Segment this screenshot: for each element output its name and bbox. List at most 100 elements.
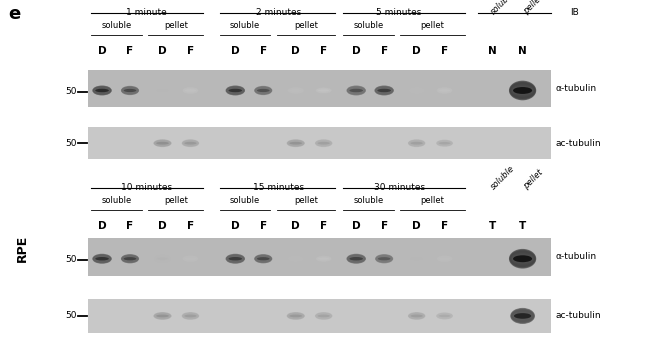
Ellipse shape — [510, 252, 535, 266]
Ellipse shape — [437, 256, 452, 261]
Text: T: T — [519, 221, 526, 231]
Ellipse shape — [183, 313, 198, 319]
Ellipse shape — [288, 141, 304, 146]
Ellipse shape — [94, 87, 111, 94]
Ellipse shape — [513, 255, 532, 262]
Ellipse shape — [288, 87, 304, 93]
Ellipse shape — [255, 88, 271, 93]
Text: D: D — [158, 221, 167, 231]
Ellipse shape — [287, 87, 304, 94]
Text: D: D — [352, 221, 361, 231]
Ellipse shape — [347, 255, 365, 263]
Ellipse shape — [226, 254, 245, 264]
Ellipse shape — [512, 311, 533, 321]
Ellipse shape — [227, 87, 244, 93]
Ellipse shape — [347, 255, 365, 263]
Text: pellet: pellet — [421, 21, 445, 30]
Ellipse shape — [185, 315, 196, 317]
Ellipse shape — [183, 140, 198, 146]
Ellipse shape — [408, 87, 425, 94]
Text: soluble: soluble — [354, 21, 384, 30]
Text: soluble: soluble — [230, 196, 260, 205]
Ellipse shape — [182, 140, 199, 146]
Ellipse shape — [289, 315, 302, 317]
Ellipse shape — [437, 313, 452, 319]
Ellipse shape — [287, 87, 304, 94]
Ellipse shape — [255, 87, 272, 94]
Ellipse shape — [227, 88, 244, 93]
Ellipse shape — [439, 89, 450, 92]
Ellipse shape — [437, 141, 452, 146]
Text: F: F — [127, 46, 133, 56]
Text: pellet: pellet — [294, 21, 318, 30]
Ellipse shape — [409, 87, 424, 94]
Ellipse shape — [288, 256, 304, 262]
Text: N: N — [488, 46, 497, 56]
Ellipse shape — [289, 142, 302, 145]
Ellipse shape — [122, 255, 138, 262]
Text: N: N — [518, 46, 527, 56]
Ellipse shape — [409, 140, 424, 146]
Ellipse shape — [409, 313, 424, 319]
Ellipse shape — [185, 89, 196, 92]
Ellipse shape — [255, 256, 271, 262]
Ellipse shape — [287, 256, 304, 262]
Text: soluble: soluble — [354, 196, 384, 205]
Ellipse shape — [510, 251, 535, 266]
Text: soluble: soluble — [101, 21, 131, 30]
Ellipse shape — [318, 315, 330, 317]
Ellipse shape — [347, 87, 365, 95]
Ellipse shape — [375, 87, 393, 95]
Text: F: F — [127, 221, 133, 231]
Ellipse shape — [94, 88, 111, 93]
Ellipse shape — [154, 87, 171, 95]
Ellipse shape — [124, 257, 136, 260]
Ellipse shape — [511, 253, 534, 265]
Ellipse shape — [92, 254, 112, 263]
Ellipse shape — [122, 256, 138, 261]
Ellipse shape — [156, 142, 169, 145]
Ellipse shape — [155, 314, 170, 318]
Ellipse shape — [514, 313, 531, 319]
Ellipse shape — [93, 255, 111, 263]
Ellipse shape — [318, 258, 330, 260]
Text: 5 minutes: 5 minutes — [376, 8, 422, 17]
Ellipse shape — [255, 256, 271, 261]
Ellipse shape — [226, 87, 244, 95]
Ellipse shape — [346, 254, 366, 263]
Ellipse shape — [316, 141, 332, 146]
Ellipse shape — [408, 312, 425, 320]
Ellipse shape — [315, 140, 332, 146]
Ellipse shape — [287, 255, 304, 262]
Ellipse shape — [121, 254, 139, 263]
Ellipse shape — [290, 89, 302, 92]
Ellipse shape — [154, 313, 171, 319]
Ellipse shape — [227, 255, 244, 262]
Text: T: T — [488, 221, 496, 231]
Text: soluble: soluble — [489, 0, 517, 16]
Ellipse shape — [316, 256, 332, 262]
Ellipse shape — [316, 140, 332, 146]
Text: RPE: RPE — [16, 235, 29, 262]
Text: F: F — [320, 221, 327, 231]
Ellipse shape — [154, 255, 171, 263]
Text: D: D — [231, 221, 240, 231]
Ellipse shape — [182, 255, 199, 262]
Ellipse shape — [182, 313, 199, 319]
Ellipse shape — [316, 87, 332, 94]
Ellipse shape — [318, 142, 330, 145]
Ellipse shape — [408, 255, 425, 263]
Ellipse shape — [436, 140, 453, 146]
Ellipse shape — [185, 257, 196, 260]
Ellipse shape — [511, 309, 534, 323]
Ellipse shape — [377, 89, 391, 92]
Text: F: F — [260, 221, 266, 231]
Ellipse shape — [437, 87, 452, 94]
Ellipse shape — [154, 140, 171, 146]
Ellipse shape — [315, 140, 332, 147]
Text: 10 minutes: 10 minutes — [121, 183, 172, 192]
Ellipse shape — [316, 256, 332, 262]
Ellipse shape — [350, 257, 363, 261]
Ellipse shape — [408, 255, 425, 262]
Text: soluble: soluble — [101, 196, 131, 205]
